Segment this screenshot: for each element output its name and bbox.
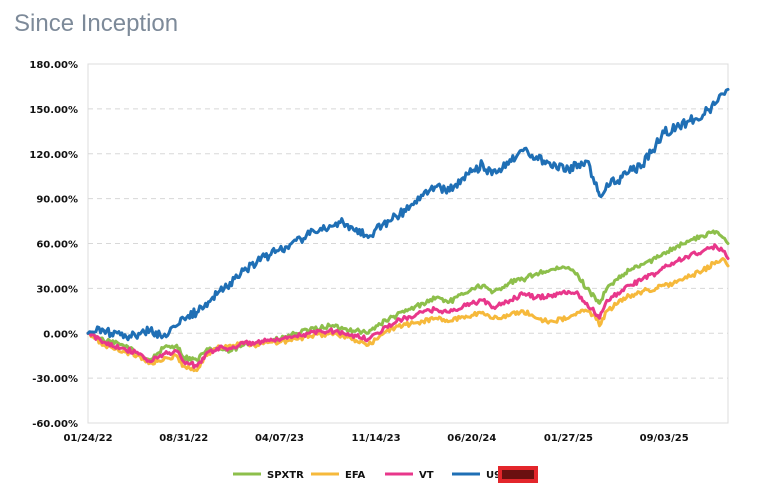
y-tick-label: -60.00% [32, 419, 78, 430]
y-tick-label: -30.00% [32, 374, 78, 385]
series-lines [86, 87, 730, 373]
series-line-spxtr [86, 229, 730, 363]
series-line-u9 [86, 87, 730, 342]
y-tick-label: 60.00% [36, 240, 78, 251]
legend: SPXTR EFA VT U9 [233, 466, 538, 483]
x-axis-ticks: 01/24/22 08/31/22 04/07/23 11/14/23 06/20/24… [63, 433, 688, 444]
gridlines [88, 108, 728, 379]
y-tick-label: 0.00% [43, 329, 78, 340]
x-tick-label: 11/14/23 [352, 433, 401, 444]
x-tick-label: 06/20/24 [447, 433, 496, 444]
y-axis-ticks: 180.00% 150.00% 120.00% 90.00% 60.00% 30.00% 0… [29, 60, 78, 430]
y-tick-label: 30.00% [36, 284, 78, 295]
series-line-efa [86, 257, 730, 373]
y-tick-label: 150.00% [29, 105, 78, 116]
y-tick-label: 180.00% [29, 60, 78, 71]
series-line-vt [86, 243, 730, 369]
x-tick-label: 01/27/25 [544, 433, 593, 444]
chart-title: Since Inception [14, 10, 179, 37]
x-tick-label: 09/03/25 [640, 433, 689, 444]
legend-label-efa: EFA [345, 470, 366, 481]
legend-label-u9: U9 [486, 470, 501, 481]
legend-label-spxtr: SPXTR [267, 470, 304, 481]
legend-redaction-inner [502, 470, 534, 479]
y-tick-label: 120.00% [29, 150, 78, 161]
x-tick-label: 04/07/23 [255, 433, 304, 444]
y-tick-label: 90.00% [36, 195, 78, 206]
x-tick-label: 08/31/22 [159, 433, 208, 444]
x-tick-label: 01/24/22 [63, 433, 112, 444]
legend-label-vt: VT [419, 470, 434, 481]
